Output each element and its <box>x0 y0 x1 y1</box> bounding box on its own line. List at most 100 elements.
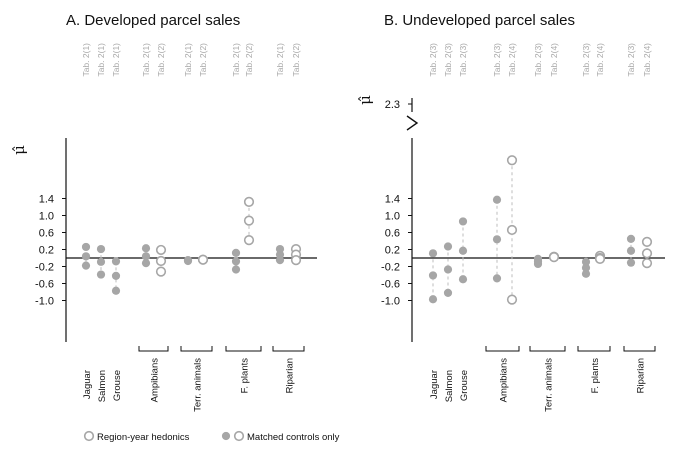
table-label: Tab. 2(1) <box>183 43 193 77</box>
y-tick-label: 0.6 <box>385 228 400 240</box>
filled-point <box>492 274 502 283</box>
filled-point <box>443 242 453 251</box>
column-5: Tab. 2(1) <box>183 43 193 266</box>
group-bracket <box>623 346 656 352</box>
filled-point <box>183 256 193 265</box>
group-label: Ampibians <box>150 358 161 403</box>
table-label: Tab. 2(1) <box>96 43 106 77</box>
y-tick-label: -1.0 <box>381 296 400 308</box>
legend-filled-marker <box>221 431 231 441</box>
filled-point <box>458 246 468 255</box>
hollow-point <box>243 235 255 246</box>
hollow-point <box>594 253 606 264</box>
filled-point <box>141 244 151 253</box>
column-2: Tab. 2(1) Grouse <box>111 43 123 401</box>
column-8: Tab. 2(2) <box>243 43 255 246</box>
table-label: Tab. 2(4) <box>507 43 517 77</box>
panel-a: A. Developed parcel sales -1.0 -0.6 -0.2 0.2… <box>10 12 317 412</box>
legend-filled-label: Matched controls only <box>247 432 340 443</box>
table-label: Tab. 2(1) <box>141 43 151 77</box>
filled-point <box>626 234 636 243</box>
category-label: Jaguar <box>429 370 440 399</box>
table-label: Tab. 2(2) <box>198 43 208 77</box>
legend-hollow-marker <box>83 430 95 442</box>
filled-point <box>626 246 636 255</box>
hollow-point <box>155 266 167 277</box>
filled-point <box>81 242 91 252</box>
table-label: Tab. 2(1) <box>275 43 285 77</box>
filled-point <box>443 265 453 274</box>
hollow-point <box>641 236 653 247</box>
filled-point <box>96 257 106 266</box>
column-10: Tab. 2(4) <box>641 43 653 269</box>
filled-point <box>231 257 241 266</box>
category-label: Grouse <box>112 370 123 401</box>
category-label: Jaguar <box>82 370 93 399</box>
column-1: Tab. 2(3) Salmon <box>443 43 455 402</box>
hollow-point <box>506 294 518 305</box>
column-6: Tab. 2(2) <box>197 43 209 265</box>
y-tick-label: -0.6 <box>381 279 400 291</box>
filled-point <box>96 244 106 254</box>
group-label: Riparian <box>636 358 647 393</box>
group-bracket <box>225 346 262 352</box>
y-tick-label: 0.2 <box>39 245 54 257</box>
legend-hollow-marker <box>233 430 245 442</box>
filled-point <box>111 286 121 295</box>
hollow-point <box>506 155 518 166</box>
hollow-point <box>548 252 560 263</box>
filled-point <box>81 261 91 270</box>
y-tick-label: 1.0 <box>385 211 400 223</box>
table-label: Tab. 2(1) <box>111 43 121 77</box>
column-10: Tab. 2(2) <box>290 43 302 266</box>
table-label: Tab. 2(3) <box>428 43 438 77</box>
hollow-point <box>197 254 209 265</box>
group-label: F. plants <box>590 358 601 394</box>
column-2: Tab. 2(3) Grouse <box>458 43 470 401</box>
y-tick-label: -1.0 <box>35 296 54 308</box>
group-label: F. plants <box>240 358 251 394</box>
table-label: Tab. 2(1) <box>231 43 241 77</box>
column-0: Tab. 2(1) Jaguar <box>81 43 93 399</box>
table-label: Tab. 2(3) <box>492 43 502 77</box>
filled-point <box>458 275 468 284</box>
column-7: Tab. 2(3) <box>581 43 591 278</box>
table-label: Tab. 2(2) <box>244 43 254 77</box>
table-label: Tab. 2(2) <box>291 43 301 77</box>
column-0: Tab. 2(3) Jaguar <box>428 43 440 399</box>
table-label: Tab. 2(3) <box>533 43 543 77</box>
column-9: Tab. 2(1) <box>275 43 285 265</box>
y-tick-label: -0.2 <box>381 262 400 274</box>
y-tick-label: 1.4 <box>385 194 400 206</box>
group-label: Riparian <box>285 358 296 393</box>
filled-point <box>96 270 106 279</box>
filled-point <box>231 265 241 274</box>
filled-point <box>458 217 468 226</box>
table-label: Tab. 2(4) <box>642 43 652 77</box>
hollow-point <box>243 215 255 226</box>
group-bracket <box>529 346 566 352</box>
filled-point <box>581 269 591 278</box>
category-label: Salmon <box>444 370 455 402</box>
group-bracket <box>138 346 169 352</box>
y-axis-label: μ̂ <box>356 95 374 105</box>
y-tick-label: 0.2 <box>385 245 400 257</box>
filled-point <box>626 258 636 267</box>
group-label: Ampibians <box>499 358 510 403</box>
axis-break-mark <box>406 115 419 131</box>
filled-point <box>581 263 591 272</box>
filled-point <box>81 252 91 261</box>
y-axis-label: μ̂ <box>10 145 28 155</box>
hollow-point <box>155 244 167 256</box>
table-label: Tab. 2(3) <box>581 43 591 77</box>
y-tick-label: 2.3 <box>385 99 400 111</box>
y-tick-label: 0.6 <box>39 228 54 240</box>
hollow-point <box>155 255 167 267</box>
column-1: Tab. 2(1) Salmon <box>96 43 108 402</box>
filled-point <box>141 252 151 261</box>
hollow-point <box>641 248 653 259</box>
legend-hollow-label: Region-year hedonics <box>97 432 190 443</box>
filled-point <box>231 248 241 257</box>
hollow-point <box>290 255 302 266</box>
